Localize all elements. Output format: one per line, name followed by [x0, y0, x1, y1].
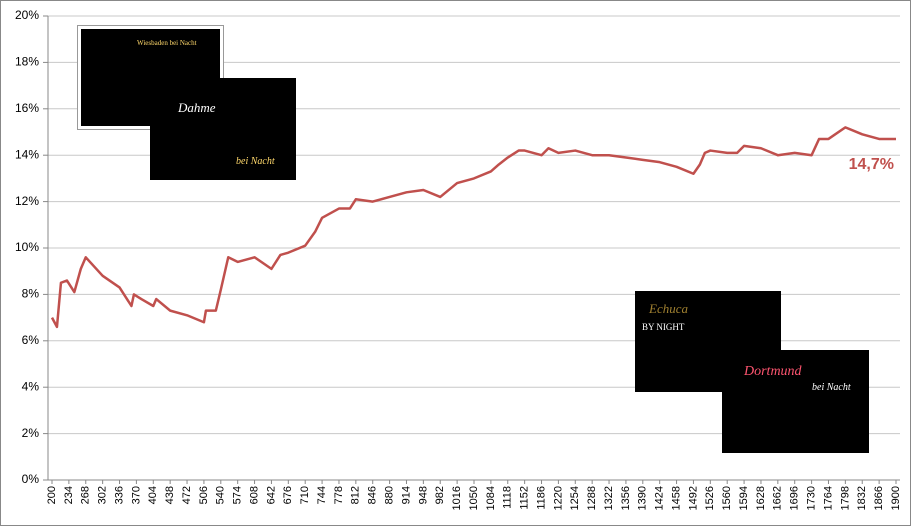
x-tick-label: 744: [316, 486, 328, 504]
x-tick-label: 1254: [569, 486, 581, 510]
line-series: [50, 126, 896, 329]
x-tick-label: 1424: [654, 486, 666, 510]
x-tick-label: 540: [215, 486, 227, 504]
x-tick-label: 1900: [890, 486, 902, 510]
x-tick-label: 1730: [806, 486, 818, 510]
image: Dahme bei Nacht: [150, 78, 296, 180]
x-tick-label: 812: [350, 486, 362, 504]
x-tick-label: 880: [384, 486, 396, 504]
x-tick-label: 1560: [721, 486, 733, 510]
x-tick-label: 336: [113, 486, 125, 504]
data-label: 14,7%: [849, 156, 894, 173]
y-tick-label: 12%: [15, 194, 39, 208]
x-tick-label: 1288: [586, 486, 598, 510]
x-tick-label: 1526: [704, 486, 716, 510]
x-tick-label: 1118: [502, 486, 514, 509]
x-tick-label: 1628: [755, 486, 767, 510]
y-tick-label: 2%: [22, 426, 40, 440]
x-tick-label: 1696: [789, 486, 801, 510]
x-tick-label: 1390: [637, 486, 649, 510]
x-tick-label: 1492: [687, 486, 699, 510]
x-tick-label: 438: [164, 486, 176, 504]
x-tick-label: 608: [248, 486, 260, 504]
x-tick-label: 370: [130, 486, 142, 504]
y-tick-label: 6%: [22, 333, 40, 347]
y-tick-label: 16%: [15, 101, 39, 115]
x-tick-label: 676: [282, 486, 294, 504]
image-caption: Echuca: [649, 301, 688, 316]
x-tick-label: 1016: [451, 486, 463, 510]
x-tick-label: 1662: [772, 486, 784, 510]
y-tick-label: 14%: [15, 147, 39, 161]
x-tick-label: 404: [147, 486, 159, 504]
y-tick-label: 8%: [22, 287, 40, 301]
y-tick-label: 0%: [22, 472, 40, 486]
x-tick-label: 1186: [535, 486, 547, 510]
x-tick-label: 982: [434, 486, 446, 504]
image-subcaption: BY NIGHT: [642, 322, 685, 332]
x-tick-label: 710: [299, 486, 311, 504]
x-tick-label: 1050: [468, 486, 480, 510]
x-tick-label: 302: [97, 486, 109, 504]
image-caption: Dortmund: [744, 364, 802, 379]
y-tick-label: 20%: [15, 8, 39, 22]
x-tick-label: 1322: [603, 486, 615, 510]
x-tick-label: 1798: [839, 486, 851, 510]
image-caption: Wiesbaden bei Nacht: [137, 39, 197, 47]
y-tick-label: 18%: [15, 55, 39, 69]
x-tick-label: 1152: [519, 486, 531, 510]
x-tick-label: 506: [198, 486, 210, 504]
x-tick-label: 234: [63, 486, 75, 504]
x-tick-label: 200: [46, 486, 58, 504]
image: Dortmund bei Nacht: [722, 350, 869, 453]
x-tick-label: 1356: [620, 486, 632, 510]
x-tick-label: 1458: [670, 486, 682, 510]
y-tick-label: 4%: [22, 379, 40, 393]
x-tick-label: 642: [265, 486, 277, 504]
x-tick-label: 1220: [552, 486, 564, 510]
y-tick-label: 10%: [15, 240, 39, 254]
x-tick-label: 574: [232, 486, 244, 504]
x-tick-label: 1084: [485, 486, 497, 510]
x-tick-label: 914: [400, 486, 412, 504]
x-tick-label: 268: [80, 486, 92, 504]
x-tick-label: 1866: [873, 486, 885, 510]
image-caption: Dahme: [178, 100, 216, 115]
x-tick-label: 778: [333, 486, 345, 504]
x-tick-label: 1594: [738, 486, 750, 510]
x-tick-label: 472: [181, 486, 193, 504]
x-tick-label: 948: [417, 486, 429, 504]
image-subcaption: bei Nacht: [236, 156, 275, 167]
x-tick-label: 1764: [822, 486, 834, 510]
x-tick-label: 1832: [856, 486, 868, 510]
x-tick-label: 846: [367, 486, 379, 504]
image-subcaption: bei Nacht: [812, 382, 851, 393]
